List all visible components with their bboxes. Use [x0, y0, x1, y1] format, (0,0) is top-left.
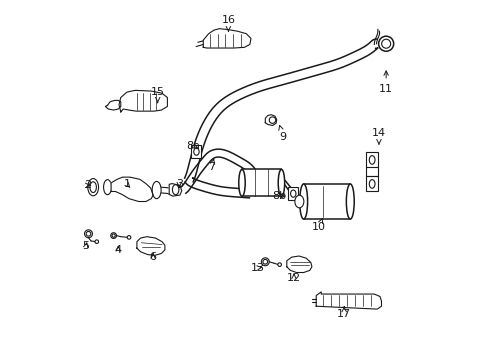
- Polygon shape: [137, 237, 164, 255]
- Text: 16: 16: [221, 15, 235, 31]
- Ellipse shape: [278, 170, 284, 196]
- Bar: [191, 145, 201, 158]
- Polygon shape: [316, 292, 381, 309]
- Polygon shape: [119, 90, 167, 112]
- Text: 5: 5: [82, 241, 89, 251]
- Bar: [287, 187, 298, 200]
- Ellipse shape: [261, 258, 269, 266]
- Ellipse shape: [88, 179, 99, 196]
- Text: 4: 4: [115, 245, 122, 255]
- Ellipse shape: [90, 182, 96, 193]
- Polygon shape: [111, 177, 153, 202]
- Text: 11: 11: [378, 71, 392, 94]
- Polygon shape: [105, 100, 121, 110]
- Ellipse shape: [84, 230, 92, 238]
- Ellipse shape: [172, 185, 179, 195]
- Polygon shape: [265, 115, 276, 126]
- Text: 17: 17: [336, 307, 350, 319]
- Ellipse shape: [263, 260, 267, 264]
- Text: 3: 3: [175, 179, 183, 189]
- Bar: [366, 176, 377, 192]
- Text: 12: 12: [286, 273, 301, 283]
- Bar: [303, 184, 349, 219]
- Ellipse shape: [95, 240, 99, 243]
- Ellipse shape: [110, 233, 116, 238]
- Polygon shape: [286, 256, 311, 273]
- Text: 13: 13: [251, 263, 264, 273]
- Ellipse shape: [294, 195, 303, 208]
- Ellipse shape: [378, 36, 393, 51]
- Ellipse shape: [368, 180, 374, 188]
- Ellipse shape: [112, 234, 115, 237]
- Ellipse shape: [127, 235, 131, 239]
- Ellipse shape: [103, 180, 111, 195]
- Polygon shape: [203, 29, 250, 48]
- Text: 9: 9: [278, 125, 286, 142]
- Text: 2: 2: [84, 180, 91, 190]
- Ellipse shape: [346, 184, 353, 219]
- Ellipse shape: [86, 231, 91, 236]
- Text: 14: 14: [371, 129, 385, 144]
- Ellipse shape: [238, 170, 244, 196]
- Ellipse shape: [152, 181, 161, 199]
- Ellipse shape: [299, 184, 307, 219]
- Text: 1: 1: [123, 179, 130, 189]
- Bar: [366, 152, 377, 167]
- Ellipse shape: [368, 156, 374, 164]
- Ellipse shape: [269, 117, 275, 123]
- Ellipse shape: [381, 39, 390, 48]
- Ellipse shape: [290, 190, 295, 197]
- Ellipse shape: [277, 263, 281, 266]
- Text: 7: 7: [207, 159, 215, 172]
- Text: 10: 10: [311, 219, 325, 231]
- Bar: [242, 170, 281, 196]
- Text: 8b: 8b: [272, 191, 286, 201]
- Text: 6: 6: [149, 252, 156, 262]
- Text: 8a: 8a: [186, 141, 200, 151]
- Ellipse shape: [193, 148, 199, 155]
- Text: 15: 15: [150, 87, 164, 103]
- Polygon shape: [169, 184, 182, 196]
